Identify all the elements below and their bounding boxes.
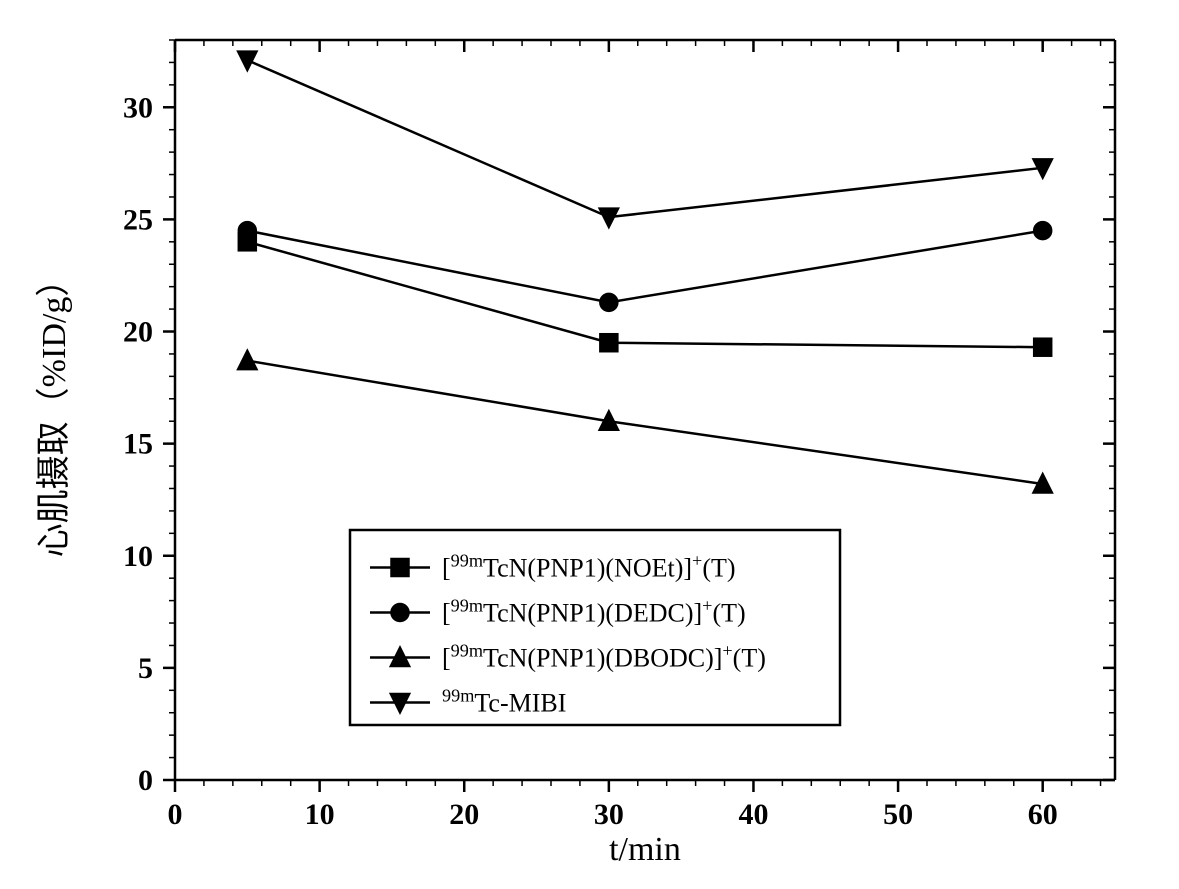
y-tick-label: 5 — [138, 652, 153, 685]
x-tick-label: 10 — [305, 798, 335, 831]
legend-label-dedc: [99mTcN(PNP1)(DEDC)]+(T) — [442, 596, 746, 628]
y-tick-label: 15 — [123, 428, 153, 461]
x-axis-label: t/min — [609, 831, 681, 868]
y-tick-label: 20 — [123, 316, 153, 349]
x-tick-label: 50 — [883, 798, 913, 831]
y-tick-label: 10 — [123, 540, 153, 573]
legend-label-noet: [99mTcN(PNP1)(NOEt)]+(T) — [442, 551, 736, 583]
x-tick-label: 40 — [738, 798, 768, 831]
x-tick-label: 20 — [449, 798, 479, 831]
y-tick-label: 0 — [138, 764, 153, 797]
legend: [99mTcN(PNP1)(NOEt)]+(T) [99mTcN(PNP1)(DE… — [350, 530, 840, 725]
y-tick-label: 25 — [123, 203, 153, 236]
legend-label-dbodc: [99mTcN(PNP1)(DBODC)]+(T) — [442, 641, 766, 673]
y-tick-label: 30 — [123, 91, 153, 124]
x-tick-label: 0 — [168, 798, 183, 831]
line-chart: 0102030405060051015202530t/min心肌摄取（%ID/g… — [0, 0, 1179, 889]
x-tick-label: 60 — [1028, 798, 1058, 831]
y-axis-label: 心肌摄取（%ID/g） — [35, 263, 73, 558]
x-tick-label: 30 — [594, 798, 624, 831]
